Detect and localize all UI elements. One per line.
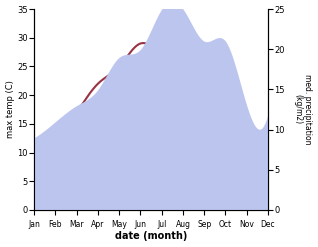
Y-axis label: max temp (C): max temp (C) <box>5 81 15 138</box>
X-axis label: date (month): date (month) <box>115 231 187 242</box>
Y-axis label: med. precipitation
(kg/m2): med. precipitation (kg/m2) <box>293 74 313 145</box>
